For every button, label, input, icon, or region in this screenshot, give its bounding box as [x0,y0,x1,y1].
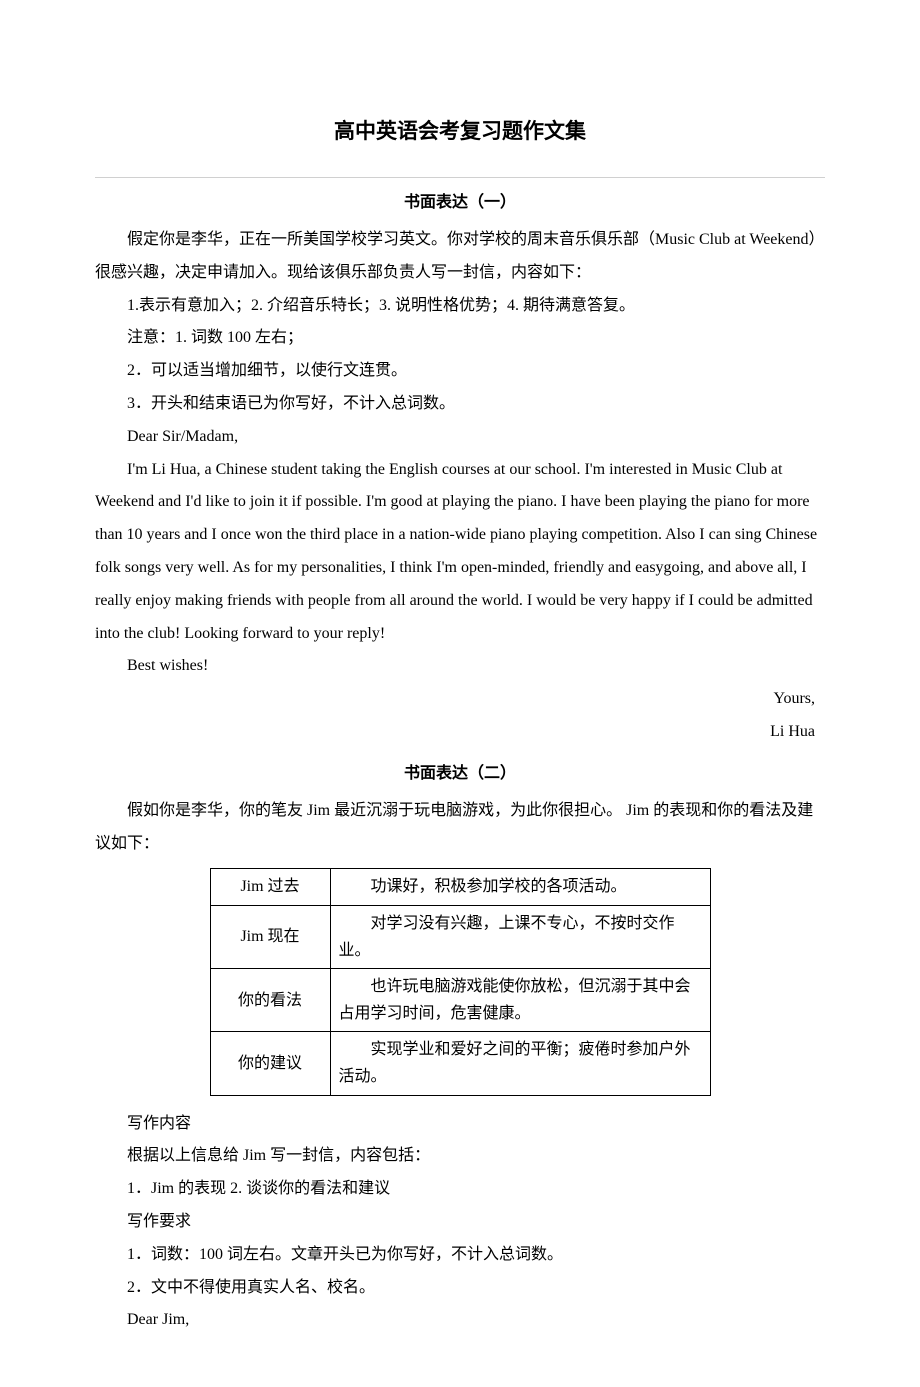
document-title: 高中英语会考复习题作文集 [95,115,825,145]
section2-writing-points: 1．Jim 的表现 2. 谈谈你的看法和建议 [95,1173,825,1206]
table-cell-content: 实现学业和爱好之间的平衡；疲倦时参加户外活动。 [330,1032,710,1095]
table-row: Jim 现在 对学习没有兴趣，上课不专心，不按时交作业。 [210,905,710,968]
section2-writing-content: 根据以上信息给 Jim 写一封信，内容包括： [95,1140,825,1173]
section1-intro: 假定你是李华，正在一所美国学校学习英文。你对学校的周末音乐俱乐部（Music C… [95,224,825,290]
section2-writing-req2: 2．文中不得使用真实人名、校名。 [95,1272,825,1305]
section2-table: Jim 过去 功课好，积极参加学校的各项活动。 Jim 现在 对学习没有兴趣，上… [210,868,711,1095]
section1-note1: 注意：1. 词数 100 左右； [95,322,825,355]
section1-note3: 3．开头和结束语已为你写好，不计入总词数。 [95,388,825,421]
section2-writing-content-label: 写作内容 [95,1108,825,1141]
section1-points: 1.表示有意加入；2. 介绍音乐特长；3. 说明性格优势；4. 期待满意答复。 [95,290,825,323]
table-row: Jim 过去 功课好，积极参加学校的各项活动。 [210,869,710,905]
table-row: 你的建议 实现学业和爱好之间的平衡；疲倦时参加户外活动。 [210,1032,710,1095]
table-cell-content: 也许玩电脑游戏能使你放松，但沉溺于其中会占用学习时间，危害健康。 [330,968,710,1031]
section2-intro: 假如你是李华，你的笔友 Jim 最近沉溺于玩电脑游戏，为此你很担心。 Jim 的… [95,795,825,861]
section1-signature: Li Hua [95,716,825,749]
section2-heading: 书面表达（二） [95,759,825,783]
section1-salutation: Dear Sir/Madam, [95,421,825,454]
table-cell-label: 你的看法 [210,968,330,1031]
section1-heading: 书面表达（一） [95,188,825,212]
section1-closing: Best wishes! [95,650,825,683]
table-cell-label: Jim 现在 [210,905,330,968]
section2-writing-req-label: 写作要求 [95,1206,825,1239]
table-cell-content: 对学习没有兴趣，上课不专心，不按时交作业。 [330,905,710,968]
table-cell-label: 你的建议 [210,1032,330,1095]
table-cell-label: Jim 过去 [210,869,330,905]
section2-writing-req1: 1．词数：100 词左右。文章开头已为你写好，不计入总词数。 [95,1239,825,1272]
section1-note2: 2．可以适当增加细节，以使行文连贯。 [95,355,825,388]
table-cell-content: 功课好，积极参加学校的各项活动。 [330,869,710,905]
section1-yours: Yours, [95,683,825,716]
title-divider [95,177,825,178]
section2-salutation: Dear Jim, [95,1304,825,1337]
table-row: 你的看法 也许玩电脑游戏能使你放松，但沉溺于其中会占用学习时间，危害健康。 [210,968,710,1031]
section1-body: I'm Li Hua, a Chinese student taking the… [95,454,825,651]
